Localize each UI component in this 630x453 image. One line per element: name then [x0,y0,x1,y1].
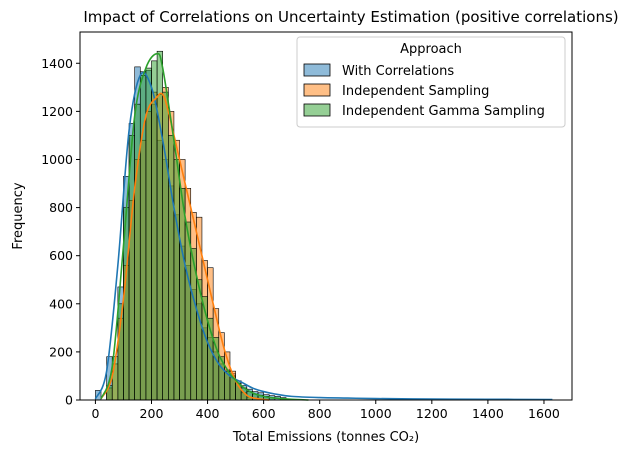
histogram-bar [145,67,152,401]
kde-line [100,52,309,401]
legend-label: Independent Sampling [342,84,489,99]
x-tick-label: 1600 [528,406,560,421]
y-tick-label: 400 [49,296,73,311]
legend-swatch [303,83,331,97]
histogram-bar [151,60,158,401]
y-tick-label: 0 [65,393,73,408]
x-tick-label: 800 [308,406,332,421]
x-tick-label: 400 [196,406,220,421]
kde-lines [94,52,553,401]
kde-line [100,92,270,401]
y-tick-label: 1200 [41,104,73,119]
y-tick-label: 200 [49,344,73,359]
axes-frame [79,31,573,401]
plot-area [94,50,553,401]
kde-line [94,71,553,401]
x-tick-label: 200 [140,406,164,421]
x-tick-label: 1200 [416,406,448,421]
y-tick-label: 1400 [41,56,73,71]
x-axis-label: Total Emissions (tonnes CO₂) [232,430,419,445]
legend-label: Independent Gamma Sampling [342,104,545,119]
x-axis-ticks: 0 200 400 600 800 1000 1200 1400 1600 [91,400,560,421]
chart-title: Impact of Correlations on Uncertainty Es… [83,8,618,26]
histogram-bar [156,50,163,401]
y-tick-label: 800 [49,200,73,215]
legend-title: Approach [400,42,462,57]
x-tick-label: 1400 [472,406,504,421]
histogram-bar [162,91,169,401]
legend-label: With Correlations [342,64,454,79]
x-tick-label: 600 [252,406,276,421]
x-tick-label: 1000 [360,406,392,421]
legend-swatch [303,63,331,77]
histogram-bar [139,74,147,401]
bars-independent-gamma-sampling [106,50,276,401]
y-tick-label: 600 [49,248,73,263]
histogram-bar [184,221,192,401]
y-axis-label: Frequency [11,182,26,249]
histogram-bar [173,159,180,401]
y-axis-ticks: 0 200 400 600 800 1000 1200 1400 [41,56,80,408]
x-tick-label: 0 [91,406,99,421]
legend-swatch [303,103,331,117]
legend: Approach With Correlations Independent Sa… [296,36,566,128]
legend-box [296,36,566,128]
y-tick-label: 1000 [41,152,73,167]
histogram-bar [179,188,186,401]
